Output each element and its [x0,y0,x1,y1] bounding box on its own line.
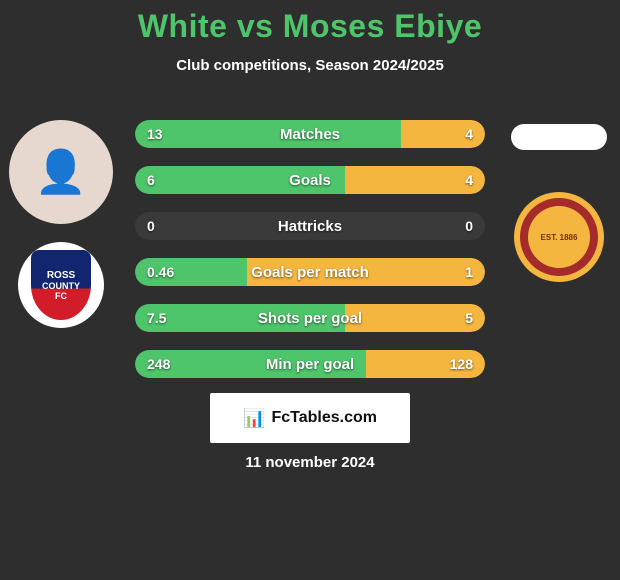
left-player-avatar: 👤 [9,120,113,224]
stat-label: Shots per goal [135,310,485,327]
right-club-badge: EST. 1886 [514,192,604,282]
stat-row: 134Matches [135,120,485,148]
attribution-text: FcTables.com [271,409,377,427]
stat-label: Min per goal [135,356,485,373]
chart-icon: 📊 [243,408,265,429]
stat-label: Goals per match [135,264,485,281]
page-title: White vs Moses Ebiye [0,0,620,45]
left-club-badge: ROSS COUNTY FC [18,242,104,328]
club-text-line3: FC [55,291,67,301]
stat-label: Goals [135,172,485,189]
right-player-avatar [511,124,607,150]
stat-row: 0.461Goals per match [135,258,485,286]
stat-row: 7.55Shots per goal [135,304,485,332]
left-player-column: 👤 ROSS COUNTY FC [6,120,116,328]
stat-label: Matches [135,126,485,143]
date-text: 11 november 2024 [0,454,620,471]
stat-row: 248128Min per goal [135,350,485,378]
stat-row: 00Hattricks [135,212,485,240]
stat-label: Hattricks [135,218,485,235]
club-text-line1: ROSS [47,270,75,281]
subtitle: Club competitions, Season 2024/2025 [0,57,620,74]
badge-inner-icon: EST. 1886 [528,206,590,268]
badge-ring-icon: EST. 1886 [520,198,598,276]
stat-row: 64Goals [135,166,485,194]
club-text-line2: COUNTY [42,281,80,291]
club-est-text: EST. 1886 [541,233,578,242]
stats-comparison: 134Matches 64Goals 00Hattricks 0.461Goals p… [135,120,485,378]
attribution-badge: 📊 FcTables.com [210,393,410,443]
user-icon: 👤 [35,148,87,197]
shield-icon: ROSS COUNTY FC [31,250,91,320]
right-player-column: EST. 1886 [504,120,614,282]
